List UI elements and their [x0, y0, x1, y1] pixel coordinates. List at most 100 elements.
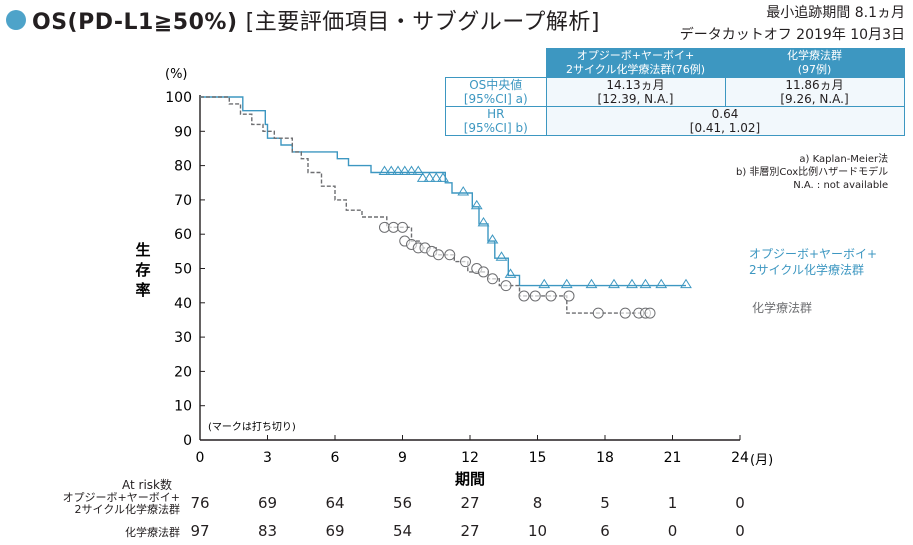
at-risk-value: 69 [325, 522, 345, 540]
censor-triangle-icon [608, 278, 620, 289]
at-risk-value: 27 [460, 494, 480, 512]
censor-triangle-icon [626, 278, 638, 289]
series-group [200, 96, 692, 319]
title-sub: [主要評価項目・サブグループ解析] [245, 10, 601, 35]
y-axis-title-char: 存 [135, 261, 150, 279]
at-risk-value: 83 [257, 522, 278, 540]
at-risk-value: 64 [325, 494, 345, 512]
y-tick-label: 50 [174, 262, 192, 278]
censor-triangle-icon [392, 165, 404, 175]
censor-circle-icon [500, 280, 512, 292]
y-tick-label: 10 [174, 399, 192, 415]
x-tick-label: 21 [664, 450, 682, 466]
censor-triangle-icon [504, 268, 517, 278]
censor-triangle-icon [538, 278, 551, 289]
y-tick-label: 80 [174, 159, 192, 175]
x-tick-label: 9 [398, 450, 407, 466]
axes: 0 10 20 30 40 50 60 70 80 90 100 0 3 6 9 12 15 18 21 24 [165, 90, 749, 466]
stats-col1-header: オプジーボ+ヤーボイ+ 2サイクル化学療法群(76例) [545, 48, 726, 78]
at-risk-value: 54 [392, 522, 413, 540]
censor-triangle-icon [495, 251, 508, 261]
censor-circle-icon [487, 273, 498, 285]
x-tick-label: 18 [596, 450, 614, 466]
at-risk-value: 69 [257, 494, 278, 512]
at-risk-value: 0 [735, 494, 745, 512]
followup-minimum: 最小追跡期間 8.1ヵ月 [766, 5, 905, 21]
legend-combo-line1: オプジーボ+ヤーボイ+ [749, 247, 877, 261]
x-tick-label: 6 [331, 450, 340, 466]
at-risk-label-chemo: 化学療法群 [125, 526, 180, 539]
censor-circle-icon [444, 249, 456, 261]
y-axis-title: 生存率 [135, 241, 150, 299]
censor-triangle-icon [585, 278, 598, 289]
followup-info: 最小追跡期間 8.1ヵ月 データカットオフ 2019年 10月3日 [680, 2, 905, 46]
x-tick-label: 3 [263, 450, 272, 466]
footnote-b: b) 非層別Cox比例ハザードモデル [736, 167, 889, 178]
stats-hr-value: 0.64 [0.41, 1.02] [545, 106, 905, 136]
censor-circle-icon [563, 290, 575, 302]
page-title: OS(PD-L1≧50%) [主要評価項目・サブグループ解析] [32, 4, 600, 36]
legend-chemo: 化学療法群 [752, 300, 812, 315]
at-risk-value: 6 [600, 522, 610, 540]
censor-circle-icon [619, 307, 631, 319]
y-tick-label: 60 [174, 227, 192, 243]
at-risk-value: 1 [667, 494, 678, 512]
x-tick-label: 15 [529, 450, 547, 466]
at-risk-value: 56 [392, 494, 413, 512]
footnotes: a) Kaplan-Meier法 b) 非層別Cox比例ハザードモデル N.A.… [736, 153, 888, 192]
stats-row-hr-label: HR [95%CI] b) [445, 106, 547, 136]
y-tick-label: 30 [174, 330, 192, 346]
footnote-a: a) Kaplan-Meier法 [799, 154, 889, 165]
censor-triangle-icon [405, 165, 418, 175]
censor-triangle-icon [416, 172, 429, 182]
at-risk-value: 0 [667, 522, 678, 540]
x-tick-label: 24 [731, 450, 749, 466]
y-tick-label: 70 [174, 193, 192, 209]
at-risk-value: 0 [735, 522, 745, 540]
footnote-na: N.A. : not available [793, 180, 889, 191]
data-cutoff: データカットオフ 2019年 10月3日 [679, 27, 905, 43]
censor-triangle-icon [486, 234, 499, 244]
y-tick-label: 100 [165, 90, 192, 106]
censor-triangle-icon [423, 172, 436, 182]
at-risk-label-combo: オプジーボ+ヤーボイ+ 2サイクル化学療法群 [62, 491, 180, 516]
at-risk-title: At risk数 [122, 478, 172, 492]
censor-note: (マークは打ち切り) [208, 420, 296, 433]
y-tick-label: 40 [174, 296, 192, 312]
at-risk-value: 8 [532, 494, 543, 512]
title-paren: (PD-L1≧50%) [67, 10, 238, 35]
title-bullet-icon [6, 10, 26, 30]
at-risk-value: 27 [460, 522, 480, 540]
censor-triangle-icon [560, 278, 573, 289]
stats-table: オプジーボ+ヤーボイ+ 2サイクル化学療法群(76例) 化学療法群 (97例) OS… [445, 48, 905, 136]
y-axis-title-char: 率 [135, 281, 150, 299]
stats-os-chemo: 11.86ヵ月 [9.26, N.A.] [724, 77, 905, 107]
censor-triangle-icon [655, 278, 668, 289]
censor-triangle-icon [430, 172, 443, 182]
title-main: OS [32, 10, 68, 35]
at-risk-value: 5 [600, 494, 610, 512]
stats-col2-header: 化学療法群 (97例) [724, 48, 905, 78]
y-tick-label: 0 [183, 433, 192, 449]
censor-circle-icon [644, 307, 656, 319]
censor-triangle-icon [412, 165, 425, 175]
censor-circle-icon [592, 307, 604, 319]
censor-triangle-icon [378, 165, 391, 175]
censor-triangle-icon [437, 172, 449, 182]
x-unit-label: (月) [750, 453, 773, 468]
x-axis-title: 期間 [455, 470, 485, 488]
at-risk-value: 10 [527, 522, 548, 540]
series-line-1 [200, 96, 650, 314]
censor-circle-icon [529, 290, 541, 302]
censor-circle-icon [433, 249, 444, 261]
censor-triangle-icon [470, 199, 483, 210]
censor-triangle-icon [680, 278, 692, 289]
censor-circle-icon [397, 221, 408, 233]
stats-os-combo: 14.13ヵ月 [12.39, N.A.] [545, 77, 726, 107]
y-tick-label: 90 [174, 124, 192, 140]
legend-combo-line2: 2サイクル化学療法群 [749, 262, 864, 277]
at-risk-value: 97 [190, 522, 210, 540]
censor-triangle-icon [398, 165, 411, 175]
censor-triangle-icon [385, 165, 398, 175]
